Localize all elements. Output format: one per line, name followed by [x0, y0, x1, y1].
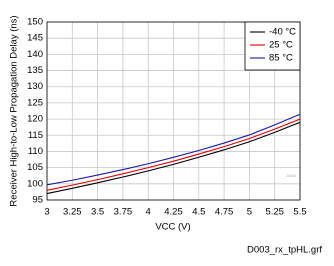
footer: D003_rx_tpHL.grf: [247, 245, 322, 256]
x-tick-label: 3.75: [114, 207, 133, 218]
x-axis-label: VCC (V): [155, 222, 190, 233]
x-tick-label: 4: [146, 207, 151, 218]
y-tick-label: 135: [27, 65, 43, 76]
x-tick-label: 4.25: [164, 207, 183, 218]
x-tick-label: 5: [247, 207, 252, 218]
series-line: [46, 118, 301, 191]
y-tick-label: 105: [27, 162, 43, 173]
x-tick-label: 5.5: [293, 207, 306, 218]
series-line: [46, 121, 301, 195]
series-line: [46, 113, 301, 186]
y-tick-label: 145: [27, 33, 43, 44]
legend-label: 25 °C: [269, 40, 293, 51]
watermark: D003: [286, 173, 296, 178]
x-tick-label: 3: [44, 207, 49, 218]
y-tick-label: 110: [28, 146, 43, 157]
y-tick-label: 140: [27, 49, 43, 60]
legend-label: -40 °C: [269, 27, 296, 38]
x-tick-label: 5.25: [265, 207, 284, 218]
y-axis-label: Receiver High-to-Low Propagation Delay (…: [9, 15, 20, 206]
y-tick-label: 130: [27, 81, 43, 92]
x-tick-label: 3.5: [91, 207, 104, 218]
x-tick-label: 4.75: [215, 207, 234, 218]
y-tick-label: 125: [27, 97, 43, 108]
y-tick-label: 115: [28, 130, 43, 141]
y-tick-label: 95: [32, 195, 43, 206]
plot-frame: [46, 21, 301, 201]
legend-box: [244, 21, 301, 71]
x-tick-label: 3.25: [63, 207, 82, 218]
y-tick-label: 150: [27, 17, 43, 28]
y-tick-label: 100: [27, 178, 43, 189]
x-tick-label: 4.5: [192, 207, 205, 218]
legend-label: 85 °C: [269, 53, 293, 64]
y-tick-label: 120: [27, 114, 43, 125]
